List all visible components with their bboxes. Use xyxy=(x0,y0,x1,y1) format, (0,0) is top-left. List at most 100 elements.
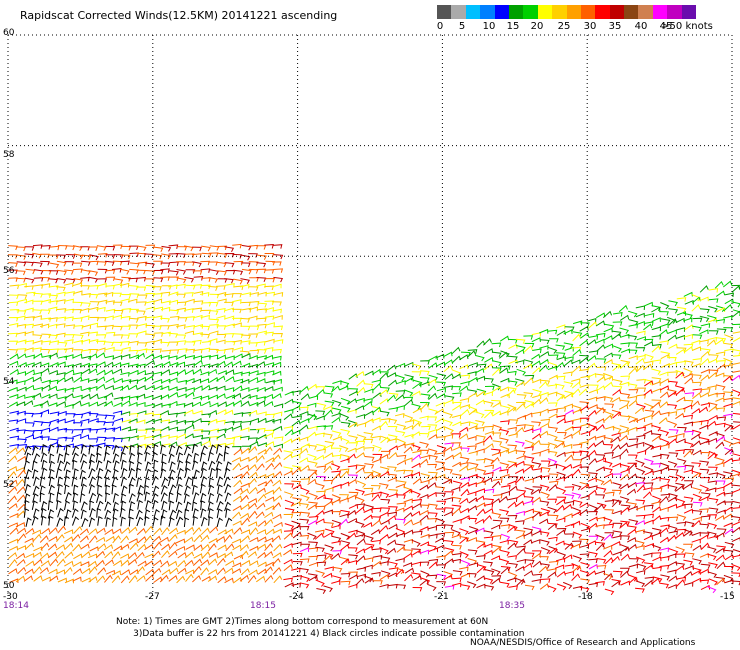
wind-barb xyxy=(231,568,242,574)
wind-barb xyxy=(660,524,670,530)
wind-barb xyxy=(41,354,52,360)
wind-barb xyxy=(500,549,510,557)
wind-barb xyxy=(387,476,397,482)
wind-barb xyxy=(145,359,155,367)
wind-barb xyxy=(532,560,542,568)
wind-barb xyxy=(283,470,293,476)
wind-barb xyxy=(651,399,662,405)
wind-barb xyxy=(32,244,43,249)
wind-barb xyxy=(120,543,130,551)
wind-barb xyxy=(427,424,438,429)
wind-barb xyxy=(185,460,191,471)
wind-barb xyxy=(144,451,151,462)
wind-barb xyxy=(200,567,210,576)
wind-barb xyxy=(579,544,590,549)
wind-barb xyxy=(364,370,374,376)
wind-barb xyxy=(580,578,590,584)
wind-barb xyxy=(33,412,43,418)
wind-barb xyxy=(490,456,500,465)
wind-barb xyxy=(548,354,559,359)
wind-barb xyxy=(524,446,534,451)
wind-barb xyxy=(699,484,709,492)
wind-barb xyxy=(256,575,266,583)
wind-barb xyxy=(444,454,455,461)
wind-barb xyxy=(588,396,598,402)
wind-barb xyxy=(207,451,214,462)
wind-barb xyxy=(120,493,127,504)
wind-barb xyxy=(716,337,727,343)
colorbar-swatch xyxy=(537,5,553,19)
wind-barb xyxy=(644,402,654,410)
wind-barb xyxy=(232,399,243,406)
wind-barb xyxy=(467,371,477,376)
wind-barb xyxy=(677,426,687,432)
wind-barb xyxy=(379,372,389,380)
wind-barb xyxy=(683,528,693,536)
wind-barb xyxy=(380,556,391,563)
wind-barb xyxy=(136,443,147,449)
wind-barb xyxy=(41,527,51,535)
wind-barb xyxy=(176,516,184,526)
wind-barb xyxy=(700,323,711,328)
wind-barb xyxy=(104,528,114,535)
wind-barb xyxy=(660,574,670,581)
wind-barb xyxy=(628,342,639,348)
wind-barb xyxy=(372,383,382,391)
wind-barb xyxy=(699,285,709,293)
wind-barb xyxy=(596,407,607,414)
wind-barb xyxy=(564,571,575,576)
wind-barb xyxy=(395,568,405,577)
wind-barb xyxy=(716,416,727,422)
wind-barb xyxy=(73,413,84,419)
wind-barb xyxy=(659,536,670,544)
wind-barb xyxy=(249,349,260,355)
wind-barb xyxy=(49,245,60,251)
wind-barb xyxy=(396,443,406,449)
wind-barb xyxy=(571,426,582,432)
wind-barb xyxy=(347,464,358,470)
wind-barb xyxy=(474,368,485,374)
colorbar-label: 40 xyxy=(634,21,648,32)
wind-barb xyxy=(104,574,113,583)
wind-barb xyxy=(192,574,202,583)
wind-barb xyxy=(137,261,148,267)
wind-barb xyxy=(667,334,677,342)
wind-barb xyxy=(724,477,735,483)
wind-barb xyxy=(72,282,83,288)
wind-barb xyxy=(193,359,203,367)
wind-barb xyxy=(484,377,494,383)
wind-barb xyxy=(299,567,309,574)
wind-barb xyxy=(87,560,97,568)
wind-barb xyxy=(217,252,228,259)
wind-barb xyxy=(96,436,107,442)
wind-barb xyxy=(659,311,669,316)
wind-barb xyxy=(95,376,106,383)
wind-barb xyxy=(32,551,42,558)
wind-barb xyxy=(420,360,430,365)
wind-barb xyxy=(192,246,202,252)
wind-barb xyxy=(475,448,485,454)
wind-barb xyxy=(340,428,351,435)
wind-barb xyxy=(272,283,282,289)
wind-barb xyxy=(33,546,43,552)
wind-barb xyxy=(451,529,461,537)
wind-barb xyxy=(732,507,740,509)
wind-barb xyxy=(348,571,358,576)
wind-barb xyxy=(79,469,86,480)
wind-barb xyxy=(683,291,693,297)
wind-barb xyxy=(627,454,638,460)
wind-barb xyxy=(39,409,50,415)
wind-barb xyxy=(444,507,454,513)
wind-barb xyxy=(308,555,319,561)
wind-barb xyxy=(683,450,693,458)
wind-barb xyxy=(17,353,27,360)
wind-barb xyxy=(177,387,187,392)
wind-barb xyxy=(96,507,102,518)
wind-barb xyxy=(482,514,492,523)
wind-barb xyxy=(651,544,662,552)
wind-barb xyxy=(48,476,55,487)
wind-barb xyxy=(273,521,283,528)
wind-barb xyxy=(611,580,621,588)
wind-barb xyxy=(596,434,606,440)
wind-barb xyxy=(217,370,227,375)
